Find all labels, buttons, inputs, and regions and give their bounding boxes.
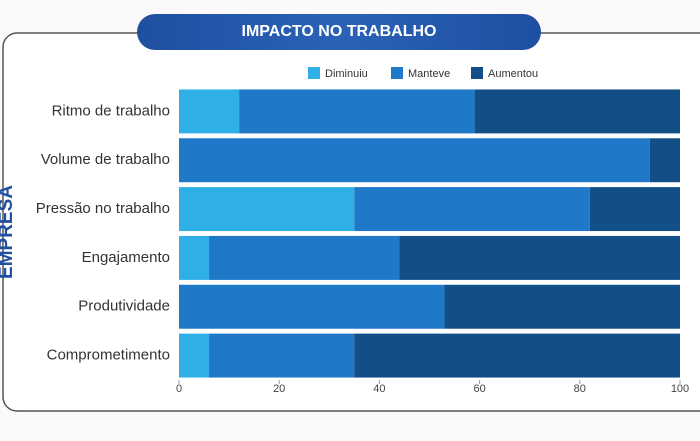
x-tick-label: 100	[671, 383, 689, 395]
bar-segment	[354, 333, 680, 378]
bar-segment	[179, 284, 445, 329]
bar-segment	[179, 138, 650, 183]
y-tick-label: Ritmo de trabalho	[52, 102, 170, 119]
x-tick-label: 20	[273, 383, 285, 395]
legend-swatch	[391, 67, 403, 79]
bar-segment	[179, 187, 355, 232]
bar-segment	[179, 235, 210, 280]
legend-label: Aumentou	[488, 68, 538, 80]
title-pill	[137, 14, 541, 50]
chart-title: IMPACTO NO TRABALHO	[242, 23, 437, 40]
x-tick-label: 60	[473, 383, 485, 395]
bar-segment	[239, 89, 475, 134]
y-tick-label: Volume de trabalho	[41, 151, 170, 168]
bar-segment	[179, 333, 210, 378]
bar-segment	[399, 235, 680, 280]
x-tick-label: 40	[373, 383, 385, 395]
x-tick-label: 80	[574, 383, 586, 395]
legend-swatch	[308, 67, 320, 79]
bar-segment	[444, 284, 680, 329]
bar-segment	[354, 187, 590, 232]
y-tick-label: Pressão no trabalho	[36, 200, 170, 217]
legend-label: Diminuiu	[325, 68, 368, 80]
bar-segment	[209, 333, 355, 378]
bar-segment	[209, 235, 400, 280]
bar-segment	[589, 187, 680, 232]
y-tick-label: Produtividade	[78, 298, 170, 315]
bar-segment	[179, 89, 240, 134]
legend-swatch	[471, 67, 483, 79]
bar-segment	[474, 89, 680, 134]
x-tick-label: 0	[176, 383, 182, 395]
y-tick-label: Comprometimento	[47, 347, 170, 364]
bar-segment	[649, 138, 680, 183]
legend-label: Manteve	[408, 68, 450, 80]
y-axis-label: EMPRESA	[0, 185, 17, 279]
y-tick-label: Engajamento	[82, 249, 170, 266]
